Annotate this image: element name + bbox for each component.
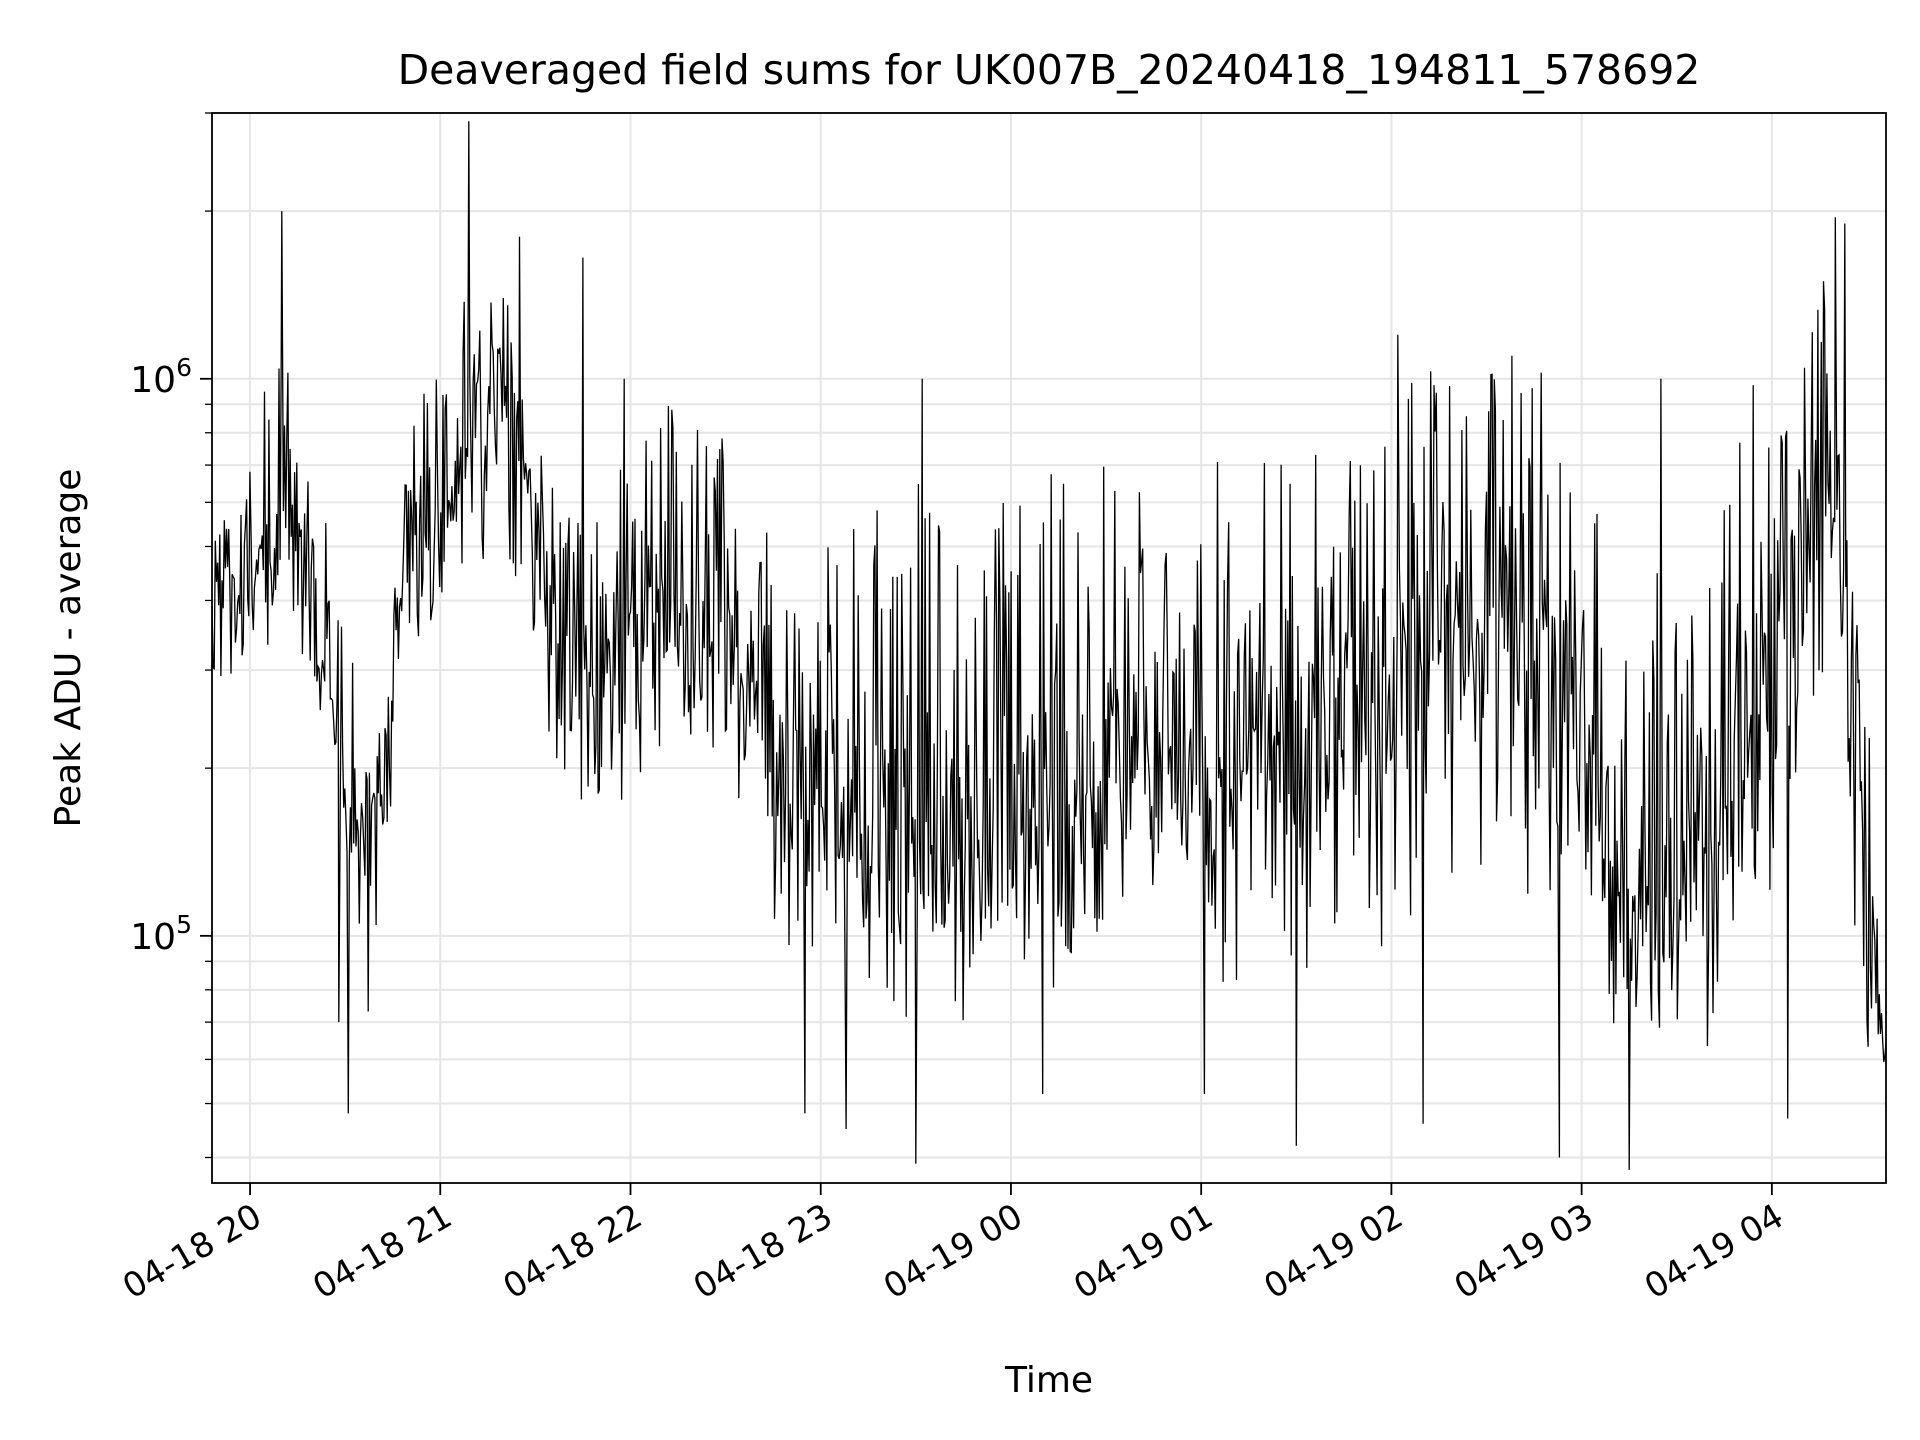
chart-title: Deaveraged field sums for UK007B_2024041… (398, 46, 1701, 94)
y-axis: 105 106 (130, 112, 212, 1159)
series-line (212, 121, 1886, 1170)
x-axis-label: Time (1004, 1360, 1093, 1401)
plot-frame (211, 112, 1887, 1184)
grid (212, 112, 1886, 1183)
y-tick-label: 106 (130, 353, 192, 401)
y-tick-label: 105 (130, 910, 192, 958)
y-axis-label: Peak ADU - average (48, 469, 89, 828)
series-path (212, 121, 1886, 1170)
plot-area (212, 121, 1886, 1170)
